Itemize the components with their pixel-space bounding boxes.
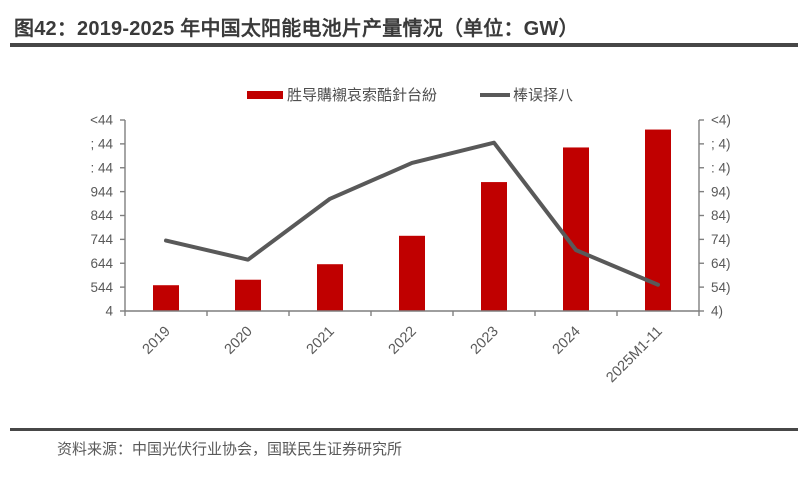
line-series-swatch-icon	[480, 92, 510, 97]
right-tick-label: 74)	[711, 232, 731, 247]
bar-2022	[399, 235, 425, 311]
left-tick-label: 4	[105, 304, 113, 319]
left-tick-label: ; 44	[90, 137, 113, 152]
line-series-path	[164, 140, 660, 287]
right-tick-label: 64)	[711, 256, 731, 271]
right-tick-label: 84)	[711, 208, 731, 223]
x-category-label: 2021	[304, 324, 338, 358]
left-tick-label: 544	[90, 280, 113, 295]
chart-canvas: <44 <4) ; 44 ; 4) : 44 : 4) 944 94) 844 84) 744 74)…	[90, 113, 731, 386]
bar-2020	[235, 279, 261, 311]
left-tick-label: 944	[90, 184, 113, 199]
right-tick-label: <4)	[711, 113, 731, 128]
x-category-label: 2019	[140, 324, 174, 358]
line-series-label: 棒误择八	[513, 87, 574, 104]
figure-title: 图42：2019-2025 年中国太阳能电池片产量情况（单位：GW）	[14, 18, 579, 40]
x-category-label: 2023	[468, 324, 502, 358]
bar-2019	[153, 285, 179, 311]
right-tick-label: 54)	[711, 280, 731, 295]
bar-series-label: 胜导購襯哀索酷針台紛	[287, 87, 438, 104]
legend-item-bar-series: 胜导購襯哀索酷針台紛	[247, 84, 437, 105]
left-tick-label: : 44	[90, 160, 113, 175]
x-category-label: 2025M1-11	[603, 324, 665, 386]
title-divider	[10, 43, 798, 47]
right-tick-label: 4)	[711, 304, 723, 319]
right-tick-label: 94)	[711, 184, 731, 199]
left-tick-label: 644	[90, 256, 113, 271]
source-note: 资料来源：中国光伏行业协会，国联民生证券研究所	[57, 441, 403, 458]
x-category-label: 2024	[550, 324, 584, 358]
right-tick-label: ; 4)	[711, 137, 731, 152]
left-tick-label: 844	[90, 208, 113, 223]
left-tick-label: 744	[90, 232, 113, 247]
x-category-label: 2020	[222, 324, 256, 358]
bar-2023	[481, 182, 507, 311]
chart-legend: 胜导購襯哀索酷針台紛 棒误择八	[0, 84, 808, 106]
legend-item-line-series: 棒误择八	[480, 84, 573, 105]
bar-2024	[563, 147, 589, 311]
footer-divider	[10, 428, 798, 431]
bar-2021	[317, 264, 343, 311]
x-category-label: 2022	[386, 324, 420, 358]
bar-series-swatch-icon	[247, 90, 283, 99]
right-tick-label: : 4)	[711, 160, 731, 175]
left-tick-label: <44	[90, 113, 113, 128]
